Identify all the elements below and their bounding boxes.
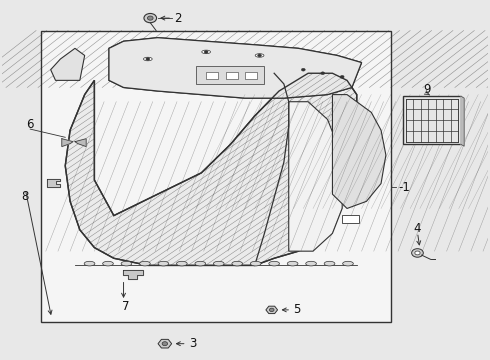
Bar — [196, 66, 265, 84]
Polygon shape — [75, 139, 86, 147]
Polygon shape — [332, 95, 386, 208]
Text: 9: 9 — [423, 83, 431, 96]
Polygon shape — [50, 48, 85, 80]
Polygon shape — [122, 270, 143, 279]
Circle shape — [162, 342, 168, 346]
Ellipse shape — [250, 261, 261, 266]
Ellipse shape — [176, 261, 187, 266]
Polygon shape — [289, 102, 342, 251]
Text: -1: -1 — [398, 181, 410, 194]
Text: 7: 7 — [122, 300, 130, 313]
Circle shape — [146, 58, 150, 60]
Ellipse shape — [324, 261, 335, 266]
Bar — [41, 31, 391, 322]
Ellipse shape — [140, 261, 150, 266]
Bar — [225, 72, 238, 78]
Ellipse shape — [158, 261, 169, 266]
Ellipse shape — [84, 261, 95, 266]
Circle shape — [204, 50, 208, 53]
Ellipse shape — [214, 261, 224, 266]
Text: 8: 8 — [22, 189, 29, 203]
Bar — [245, 72, 257, 78]
Polygon shape — [266, 306, 277, 314]
Ellipse shape — [144, 57, 152, 61]
Ellipse shape — [232, 261, 243, 266]
Polygon shape — [62, 139, 73, 147]
Bar — [206, 72, 218, 78]
Ellipse shape — [269, 261, 279, 266]
Ellipse shape — [121, 261, 132, 266]
Bar — [406, 99, 458, 142]
Ellipse shape — [255, 54, 264, 57]
Ellipse shape — [102, 261, 113, 266]
Ellipse shape — [306, 261, 317, 266]
Text: 4: 4 — [414, 221, 421, 234]
Circle shape — [144, 13, 157, 23]
Polygon shape — [109, 38, 362, 98]
Polygon shape — [461, 96, 464, 146]
Circle shape — [258, 54, 262, 57]
Bar — [403, 96, 461, 144]
Ellipse shape — [343, 261, 353, 266]
Text: 6: 6 — [26, 118, 34, 131]
Circle shape — [301, 68, 305, 71]
Text: 5: 5 — [294, 303, 301, 316]
Circle shape — [412, 249, 423, 257]
Circle shape — [415, 251, 420, 255]
Ellipse shape — [195, 261, 206, 266]
Polygon shape — [109, 38, 362, 98]
Ellipse shape — [202, 50, 211, 54]
Polygon shape — [158, 339, 172, 348]
Text: 3: 3 — [189, 337, 196, 350]
Polygon shape — [47, 179, 60, 187]
Circle shape — [147, 16, 153, 20]
Circle shape — [321, 72, 325, 75]
Circle shape — [270, 308, 274, 312]
Circle shape — [340, 75, 344, 78]
Polygon shape — [65, 73, 357, 265]
Ellipse shape — [287, 261, 298, 266]
Text: 2: 2 — [174, 12, 182, 24]
Bar — [342, 215, 359, 223]
